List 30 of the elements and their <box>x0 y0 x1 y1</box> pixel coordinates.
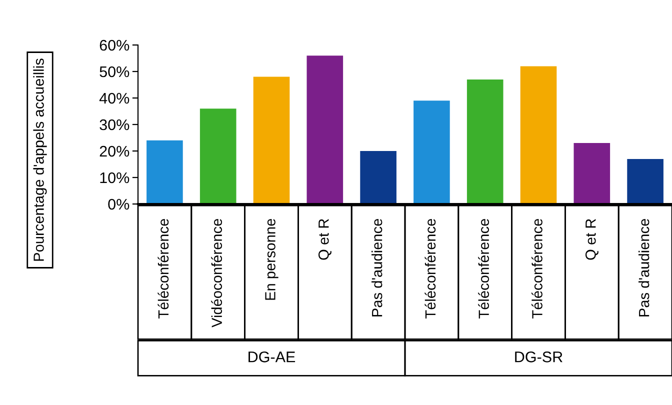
bar <box>466 79 504 204</box>
y-tick-label: 10% <box>100 172 130 184</box>
bar <box>520 66 557 204</box>
y-tick-label: 40% <box>99 92 130 104</box>
x-tick-label: Q et R <box>585 218 598 260</box>
y-tick-label: 60% <box>100 40 130 51</box>
y-tick-label: 20% <box>100 146 130 157</box>
x-tick-label: Pas d'audience <box>372 218 382 316</box>
x-tick-label: Pas d'audience <box>638 218 650 316</box>
bar <box>627 158 664 204</box>
bar <box>360 151 396 204</box>
text: DG-SR <box>515 352 562 362</box>
x-tick-label: Téléconférence <box>158 218 169 318</box>
x-tick-label: Vidéoconférence <box>211 218 222 328</box>
x-tick-label: En personne <box>265 218 278 300</box>
x-tick-label: Q et R <box>318 218 332 260</box>
bar <box>574 143 610 204</box>
text: DG-AE <box>248 352 296 362</box>
x-tick-label: Téléconférence <box>532 218 542 318</box>
bar <box>253 76 290 204</box>
bar <box>414 100 450 204</box>
x-tick-label: Téléconférence <box>478 218 490 318</box>
y-axis-title: Pourcentage d'appels accueillis <box>33 58 47 261</box>
bar <box>146 140 183 204</box>
x-tick-label: Téléconférence <box>424 218 436 318</box>
bar <box>200 108 236 204</box>
y-tick-label: 0% <box>108 198 130 210</box>
bar <box>306 56 344 204</box>
y-tick-label: 30% <box>100 119 130 130</box>
y-tick-label: 50% <box>100 66 130 78</box>
